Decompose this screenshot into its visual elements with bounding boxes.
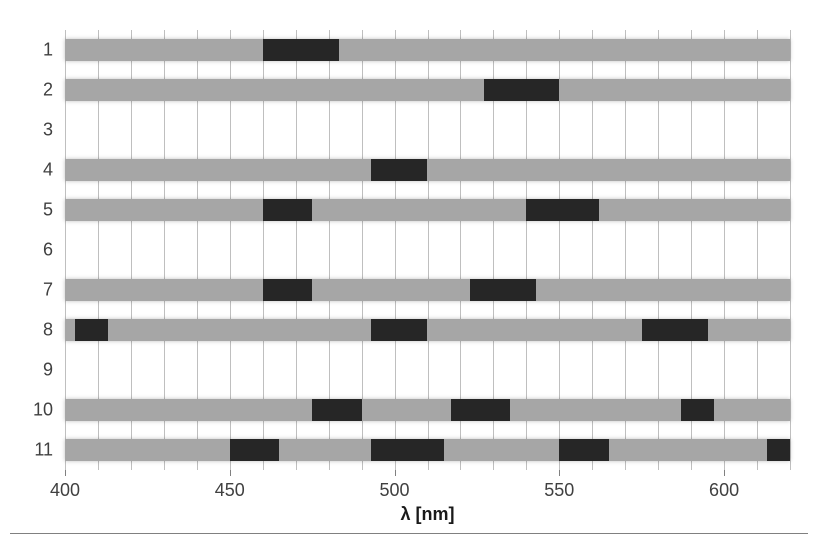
range-segment xyxy=(451,399,510,421)
y-tick-label: 1 xyxy=(0,40,53,61)
row-bar xyxy=(65,199,790,221)
x-tick-label: 550 xyxy=(544,480,574,501)
range-segment xyxy=(371,439,444,461)
y-tick-label: 11 xyxy=(0,440,53,461)
x-tick-label: 400 xyxy=(50,480,80,501)
x-tick-mark xyxy=(724,470,725,476)
y-tick-label: 3 xyxy=(0,120,53,141)
y-tick-label: 7 xyxy=(0,280,53,301)
y-tick-label: 4 xyxy=(0,160,53,181)
range-segment xyxy=(767,439,790,461)
range-segment xyxy=(371,319,427,341)
x-axis-title: λ [nm] xyxy=(401,504,455,525)
range-segment xyxy=(312,399,361,421)
x-tick-mark xyxy=(559,470,560,476)
range-segment xyxy=(263,39,339,61)
range-segment xyxy=(263,199,312,221)
y-tick-label: 9 xyxy=(0,360,53,381)
range-segment xyxy=(75,319,108,341)
range-segment xyxy=(484,79,560,101)
range-segment xyxy=(470,279,536,301)
y-tick-label: 5 xyxy=(0,200,53,221)
x-tick-mark xyxy=(395,470,396,476)
range-segment xyxy=(371,159,427,181)
x-tick-label: 450 xyxy=(215,480,245,501)
row-bar xyxy=(65,39,790,61)
range-segment xyxy=(681,399,714,421)
row-bar xyxy=(65,79,790,101)
chart-bottom-border xyxy=(10,533,808,534)
range-segment xyxy=(263,279,312,301)
row-bar xyxy=(65,159,790,181)
row-bar xyxy=(65,279,790,301)
spectral-range-chart: λ [nm] 400 450 500 550 600 1 2 3 4 5 6 7 8 9 10 11 xyxy=(0,0,818,549)
y-tick-label: 2 xyxy=(0,80,53,101)
y-tick-label: 8 xyxy=(0,320,53,341)
x-tick-mark xyxy=(230,470,231,476)
range-segment xyxy=(230,439,279,461)
y-tick-label: 6 xyxy=(0,240,53,261)
range-segment xyxy=(559,439,608,461)
plot-area xyxy=(65,30,790,470)
range-segment xyxy=(642,319,708,341)
x-tick-label: 600 xyxy=(709,480,739,501)
y-tick-label: 10 xyxy=(0,400,53,421)
range-segment xyxy=(526,199,599,221)
gridline xyxy=(790,30,791,470)
x-tick-mark xyxy=(65,470,66,476)
x-tick-label: 500 xyxy=(380,480,410,501)
